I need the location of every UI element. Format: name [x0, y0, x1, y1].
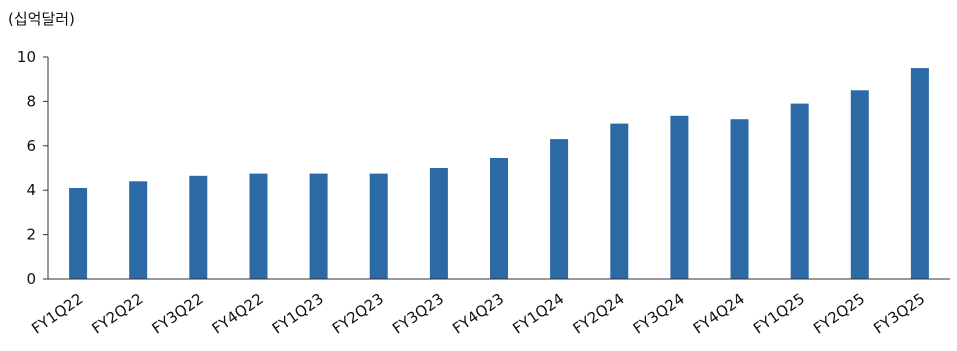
- x-tick-label-fy3q23: FY3Q23: [389, 290, 447, 338]
- axes-group: [47, 57, 950, 280]
- bar-fy4q24: [730, 119, 749, 279]
- bar-fy2q22: [129, 181, 148, 279]
- x-tick-label-fy1q22: FY1Q22: [28, 290, 86, 338]
- y-tick-label-8: 8: [26, 92, 36, 110]
- bar-fy2q23: [369, 173, 388, 279]
- y-tick-label-0: 0: [26, 270, 36, 288]
- bar-fy3q24: [670, 115, 689, 279]
- x-tick-label-fy2q25: FY2Q25: [810, 290, 868, 338]
- y-tick-label-4: 4: [26, 181, 36, 199]
- bar-fy1q23: [309, 173, 328, 279]
- x-tick-label-fy1q25: FY1Q25: [750, 290, 808, 338]
- x-tick-label-fy3q22: FY3Q22: [149, 290, 207, 338]
- bar-fy4q22: [249, 173, 268, 279]
- x-tick-label-fy4q22: FY4Q22: [209, 290, 267, 338]
- x-tick-label-fy3q25: FY3Q25: [870, 290, 928, 338]
- bar-fy4q23: [490, 158, 508, 279]
- bar-fy1q25: [790, 103, 809, 279]
- x-tick-label-fy1q24: FY1Q24: [509, 290, 567, 338]
- x-tick-label-fy4q23: FY4Q23: [449, 290, 507, 338]
- x-tick-label-fy4q24: FY4Q24: [690, 290, 748, 338]
- x-tick-label-fy3q24: FY3Q24: [630, 290, 688, 338]
- y-ticks-group: 0 2 4 6 8 10: [17, 48, 48, 288]
- x-tick-label-fy2q24: FY2Q24: [570, 290, 628, 338]
- y-tick-label-10: 10: [17, 48, 36, 66]
- bar-fy3q23: [429, 168, 448, 279]
- bar-fy1q22: [69, 188, 88, 279]
- bars-group: [69, 68, 929, 279]
- x-tick-label-fy2q22: FY2Q22: [88, 290, 146, 338]
- bar-fy2q25: [850, 90, 869, 279]
- bar-fy2q24: [610, 123, 629, 279]
- bar-fy1q24: [550, 139, 569, 279]
- x-tick-label-fy2q23: FY2Q23: [329, 290, 387, 338]
- x-tick-label-fy1q23: FY1Q23: [269, 290, 327, 338]
- y-tick-label-6: 6: [26, 137, 36, 155]
- unit-label: (십억달러): [8, 10, 75, 28]
- x-labels-group: FY1Q22 FY2Q22 FY3Q22 FY4Q22 FY1Q23 FY2Q23 FY3Q…: [28, 290, 928, 338]
- bar-fy3q25: [910, 68, 929, 279]
- y-tick-label-2: 2: [26, 226, 36, 244]
- bar-fy3q22: [189, 175, 208, 279]
